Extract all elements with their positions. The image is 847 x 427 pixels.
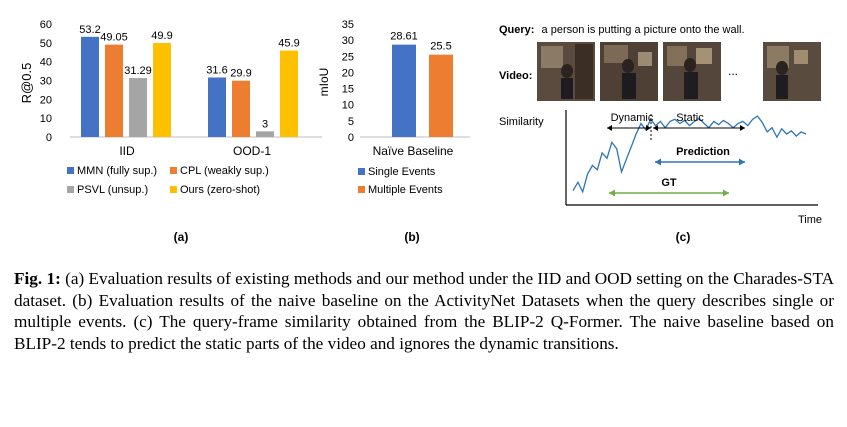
panel-a-y-tick-label: 0 (46, 132, 52, 144)
panel-b-y-tick-label: 25 (342, 51, 354, 63)
legend-label-mmn: MMN (fully sup.) (77, 165, 157, 177)
legend-label-multiple: Multiple Events (368, 184, 443, 196)
panel-a-bar (256, 131, 274, 137)
panel-b-bar (429, 54, 453, 137)
legend-swatch-multiple (358, 186, 365, 193)
panel-a-bar-value-label: 53.2 (79, 24, 100, 36)
video-frame-4 (763, 42, 821, 101)
panel-a-label: (a) (174, 230, 189, 244)
panel-b-y-tick-label: 20 (342, 67, 354, 79)
static-arrow-head-left (653, 125, 658, 131)
panel-a-y-tick-label: 50 (40, 38, 52, 50)
video-frame-2 (600, 42, 658, 101)
legend-swatch-ours (170, 186, 177, 193)
panel-a-y-tick-label: 20 (40, 94, 52, 106)
panel-a-bar (129, 78, 147, 137)
panel-b-y-tick-label: 0 (348, 132, 354, 144)
legend-label-psvl: PSVL (unsup.) (77, 184, 148, 196)
panel-b-y-tick-label: 10 (342, 100, 354, 112)
gt-arrow-head-right (723, 189, 729, 197)
panel-a-bar (81, 36, 99, 137)
similarity-series-line (572, 115, 807, 194)
panel-b-category: Naïve Baseline (373, 144, 454, 158)
panel-b-bar-value-label: 25.5 (430, 41, 451, 53)
figure-caption: Fig. 1: (a) Evaluation results of existi… (14, 268, 834, 354)
prediction-arrow-head-left (655, 158, 661, 166)
panel-a-y-axis-label: R@0.5 (19, 63, 34, 104)
time-axis-label: Time (798, 214, 822, 226)
gt-arrow-head-left (609, 189, 615, 197)
gt-annotation-label: GT (661, 177, 677, 189)
legend-swatch-psvl (67, 186, 74, 193)
panel-b-y-axis-label: mIoU (317, 68, 331, 97)
static-annotation-label: Static (676, 112, 704, 124)
legend-swatch-cpl (170, 167, 177, 174)
panel-a-bar-value-label: 45.9 (278, 38, 299, 50)
panel-b-bar-value-label: 28.61 (390, 31, 418, 43)
caption-label: Fig. 1: (14, 269, 61, 288)
panel-b-label: (b) (404, 230, 419, 244)
panel-a-y-tick-label: 40 (40, 57, 52, 69)
panel-a-bar-value-label: 29.9 (230, 68, 251, 80)
panel-b-y-tick-label: 35 (342, 19, 354, 31)
query-line: Query: a person is putting a picture ont… (499, 24, 745, 36)
query-text: a person is putting a picture onto the w… (542, 24, 745, 36)
prediction-arrow-head-right (739, 158, 745, 166)
video-frame-1 (537, 42, 595, 101)
panel-b: mIoU 0 5 10 15 20 25 30 35 28.61 25.5 Naïve Base… (317, 19, 470, 244)
panel-a-category-ood: OOD-1 (233, 144, 271, 158)
panel-c-label: (c) (676, 230, 691, 244)
panel-a-bar-value-label: 31.6 (206, 64, 227, 76)
query-label: Query: (499, 24, 534, 36)
dynamic-arrow-head-left (607, 125, 612, 131)
panel-a-y-tick-label: 30 (40, 76, 52, 88)
panel-a-bar-value-label: 31.29 (124, 65, 152, 77)
caption-text: (a) Evaluation results of existing metho… (14, 269, 835, 353)
panel-a: R@0.5 0 10 20 30 40 50 60 53.249.05 31.29 49.9 31… (19, 19, 322, 244)
panel-b-y-tick-label: 30 (342, 35, 354, 47)
video-ellipsis: ... (728, 64, 738, 78)
legend-label-ours: Ours (zero-shot) (180, 184, 260, 196)
panel-a-bar-value-label: 49.9 (151, 30, 172, 42)
panel-a-bar (105, 44, 123, 138)
legend-label-single: Single Events (368, 166, 436, 178)
panel-a-bar-value-label: 3 (262, 118, 268, 130)
panel-a-y-tick-label: 60 (40, 19, 52, 31)
legend-label-cpl: CPL (weakly sup.) (180, 165, 269, 177)
panel-c: Query: a person is putting a picture ont… (499, 24, 822, 244)
panel-a-y-tick-label: 10 (40, 113, 52, 125)
legend-swatch-mmn (67, 167, 74, 174)
prediction-annotation-label: Prediction (676, 146, 730, 158)
panel-a-bar (153, 43, 171, 137)
video-frame-3 (663, 42, 721, 101)
panel-a-bar (280, 50, 298, 137)
legend-swatch-single (358, 168, 365, 175)
video-label: Video: (499, 70, 532, 82)
panel-b-bar (392, 44, 416, 138)
static-arrow-head-right (740, 125, 745, 131)
similarity-axis-label: Similarity (499, 116, 544, 128)
panel-a-bar (232, 80, 250, 137)
dynamic-arrow-head-right (646, 125, 651, 131)
panel-a-category-iid: IID (119, 144, 135, 158)
panel-a-bar (208, 77, 226, 137)
dynamic-annotation-label: Dynamic (611, 112, 654, 124)
panel-b-y-tick-label: 5 (348, 116, 354, 128)
panel-b-y-tick-label: 15 (342, 84, 354, 96)
panel-a-bar-value-label: 49.05 (100, 32, 128, 44)
